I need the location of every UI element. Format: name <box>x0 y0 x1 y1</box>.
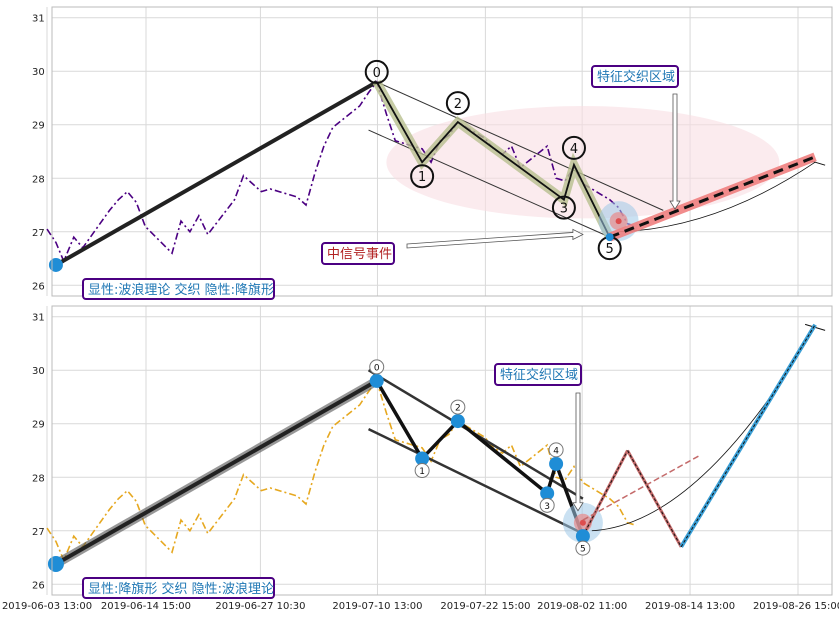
y-tick-label: 27 <box>32 527 45 538</box>
wave-label: 2 <box>454 97 462 112</box>
top-ellipse-zone <box>386 106 780 219</box>
wave-label: 3 <box>544 502 550 512</box>
wave-point <box>575 529 590 544</box>
y-tick-label: 30 <box>32 366 45 377</box>
feature-zone-dot <box>579 519 586 526</box>
wave-label: 3 <box>560 202 568 217</box>
wave-label: 5 <box>580 545 586 555</box>
price-line <box>46 80 637 264</box>
wave-label: 1 <box>419 467 425 477</box>
y-tick-label: 26 <box>32 281 45 292</box>
start-point <box>48 257 63 272</box>
forecast-dashed <box>582 455 700 521</box>
impulse-line <box>54 80 378 267</box>
bottom-feature-box: 特征交织区域 <box>494 363 582 386</box>
wave-path <box>375 81 611 238</box>
forecast-zig-up-inner <box>582 450 628 537</box>
bottom-summary-box: 显性:降旗形 交织 隐性:波浪理论 <box>82 577 275 599</box>
wave-label-circle <box>364 59 389 84</box>
wave-label: 2 <box>455 404 461 414</box>
wave-label-circle <box>369 359 385 375</box>
x-tick-label: 2019-08-14 13:00 <box>645 601 735 612</box>
top-summary-box: 显性:波浪理论 交织 隐性:降旗形 <box>82 278 275 300</box>
channel-lower-line <box>368 129 610 238</box>
y-tick-label: 27 <box>32 228 45 239</box>
y-tick-label: 29 <box>32 121 45 132</box>
wave-end-dot <box>605 233 614 242</box>
wave-label: 4 <box>570 142 578 157</box>
top-signal-label: 中信号事件 <box>327 247 392 262</box>
wave-point <box>450 414 465 429</box>
bottom-x-ticks: 2019-06-03 13:00 2019-06-14 15:00 2019-06-… <box>2 601 839 612</box>
wave-label-circle <box>450 399 466 415</box>
wave-label: 5 <box>606 242 614 257</box>
impulse-line <box>54 379 378 566</box>
y-tick-label: 28 <box>32 473 45 484</box>
y-tick-label: 28 <box>32 174 45 185</box>
wave-label: 1 <box>418 170 426 185</box>
wave-label-circle <box>561 135 586 160</box>
x-tick-label: 2019-08-02 11:00 <box>537 601 627 612</box>
bottom-price-series <box>46 379 637 563</box>
top-y-ticks: 26 27 28 29 30 31 <box>32 14 45 293</box>
feature-callout-arrow <box>669 93 681 210</box>
wave-label: 0 <box>373 66 381 81</box>
channel-upper-line <box>376 81 664 211</box>
top-feature-box: 特征交织区域 <box>591 65 679 88</box>
y-tick-label: 29 <box>32 420 45 431</box>
wave-label-circle <box>539 497 555 513</box>
top-feature-label: 特征交织区域 <box>597 69 675 85</box>
signal-arrow <box>406 228 584 249</box>
price-line <box>46 379 637 563</box>
y-tick-label: 31 <box>32 14 45 25</box>
wave-label: 4 <box>553 446 559 456</box>
bottom-feature-label: 特征交织区域 <box>500 367 578 383</box>
top-signal-box: 中信号事件 <box>321 242 395 265</box>
forecast-arc <box>618 161 816 233</box>
bottom-overlays: 0 1 2 3 4 5 <box>47 323 826 572</box>
top-price-series <box>46 80 637 264</box>
y-tick-label: 26 <box>32 580 45 591</box>
start-point <box>47 555 64 572</box>
wave-path <box>375 380 585 537</box>
feature-callout-arrow <box>572 392 584 512</box>
wave-point <box>540 486 555 501</box>
wave-label-circle <box>551 195 576 220</box>
forecast-line <box>609 155 816 239</box>
wave-point <box>549 456 564 471</box>
y-tick-label: 30 <box>32 67 45 78</box>
x-tick-label: 2019-06-03 13:00 <box>2 601 92 612</box>
wave-point <box>415 451 430 466</box>
x-tick-label: 2019-08-26 15:00 <box>753 601 839 612</box>
x-tick-label: 2019-06-14 15:00 <box>101 601 191 612</box>
top-overlays: 0 1 2 3 4 5 <box>48 59 826 272</box>
ellipse-zone <box>386 106 780 219</box>
forecast-rally-inner <box>680 324 816 548</box>
wave-label-circle <box>575 540 591 556</box>
forecast-arc <box>591 327 816 532</box>
top-panel: 26 27 28 29 30 31 0 1 2 3 4 5 显性:波浪理论 交织 隐性:降旗形 中信… <box>32 6 833 300</box>
channel-lower-line <box>367 427 584 535</box>
bottom-plot-frame <box>51 305 833 596</box>
wave-label-circle <box>414 463 430 479</box>
wave-label-circle <box>548 442 564 458</box>
wave-label-circle <box>410 164 435 189</box>
wave-label-circle <box>445 91 470 116</box>
bottom-y-ticks: 26 27 28 29 30 31 <box>32 313 45 592</box>
y-tick-label: 31 <box>32 313 45 324</box>
forecast-zig-down-inner <box>627 450 682 548</box>
wave-label: 0 <box>374 363 380 373</box>
top-summary-label: 显性:波浪理论 交织 隐性:降旗形 <box>88 282 274 298</box>
wave-point <box>369 373 384 388</box>
x-tick-label: 2019-06-27 10:30 <box>215 601 305 612</box>
feature-zone-dot <box>615 218 622 225</box>
top-plot-frame <box>51 6 833 297</box>
bottom-grid <box>46 306 832 595</box>
x-tick-label: 2019-07-22 15:00 <box>440 601 530 612</box>
bottom-summary-label: 显性:降旗形 交织 隐性:波浪理论 <box>88 581 274 597</box>
x-tick-label: 2019-07-10 13:00 <box>332 601 422 612</box>
